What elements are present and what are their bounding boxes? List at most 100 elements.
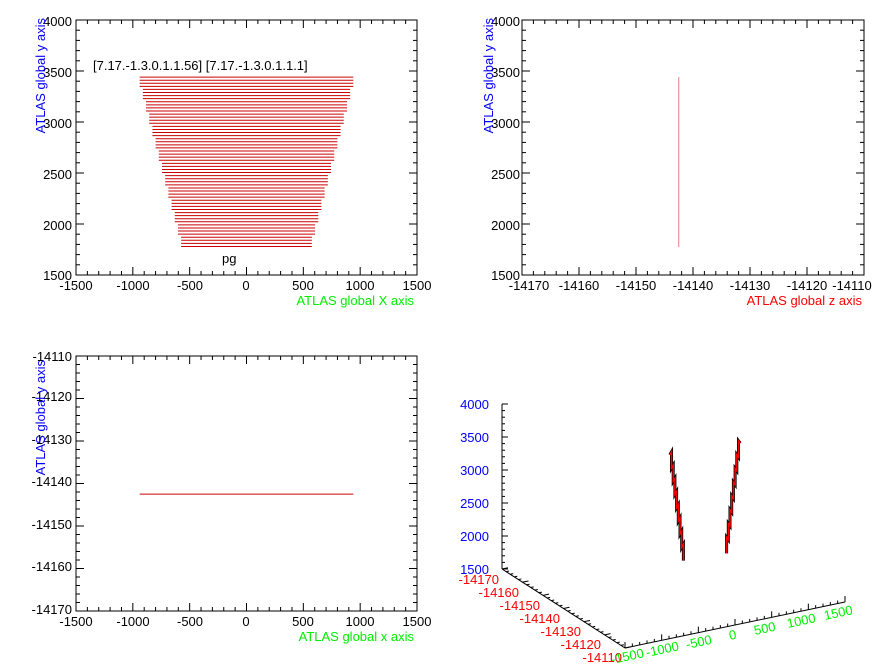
z-tick-label: -14140: [520, 611, 560, 626]
y-axis-title: ATLAS global y axis: [33, 360, 48, 476]
strip-group: [139, 76, 354, 247]
track-line: [725, 438, 741, 554]
y-tick-label: -14150: [32, 517, 72, 532]
z-tick: [555, 602, 559, 604]
x-tick-label: 500: [292, 614, 314, 629]
x-tick-label: -1500: [610, 645, 646, 667]
y-tick-label: 2500: [43, 167, 72, 182]
panel-xz: -14170 -14160 -14150 -14140 -14130 -1412…: [32, 349, 432, 644]
y-axis-title: ATLAS global y axis: [481, 18, 496, 134]
chamber-type-label: pg: [222, 251, 236, 266]
z-tick-label: -14160: [479, 585, 519, 600]
y-tick-label: 3000: [43, 116, 72, 131]
y-tick-label: -14120: [32, 389, 72, 404]
z-tick-label: -14110: [582, 650, 622, 665]
tick-group: [75, 19, 418, 276]
x-axis-title: ATLAS global X axis: [296, 293, 414, 308]
y-tick-label: -14170: [32, 602, 72, 617]
z-tick: [612, 639, 616, 641]
z-tick: [534, 588, 538, 591]
x-tick-label: 500: [292, 278, 314, 293]
y-tick-label: 2000: [43, 218, 72, 233]
z-tick-label: -14150: [500, 598, 540, 613]
y-tick-label: 3000: [460, 463, 489, 478]
x-tick-label: 1500: [403, 614, 432, 629]
x-tick-label: 0: [242, 614, 249, 629]
z-tick: [506, 570, 510, 573]
z-tick-label: -14120: [561, 637, 601, 652]
z-tick: [559, 604, 563, 607]
y-tick-label: 2500: [460, 496, 489, 511]
z-tick: [592, 625, 596, 628]
y-tick-label: -14140: [32, 474, 72, 489]
y-tick-label: 1500: [43, 268, 72, 283]
z-tick: [538, 591, 542, 594]
z-tick-label: -14130: [541, 624, 581, 639]
y-tick-label: 3000: [491, 116, 520, 131]
y-tick-label: 3500: [491, 65, 520, 80]
z-tick: [579, 617, 583, 620]
x-tick-label: 1500: [823, 602, 854, 623]
x-tick-label: -14110: [832, 278, 872, 293]
x-tick-label: -14130: [730, 278, 770, 293]
x-tick-label: -1500: [59, 278, 92, 293]
z-tick: [563, 606, 570, 609]
x-axis-title: ATLAS global z axis: [747, 293, 863, 308]
z-tick: [624, 646, 632, 649]
y-tick-label: -14160: [32, 559, 72, 574]
z-tick: [510, 573, 514, 575]
chamber-label: [7.17.-1.3.0.1.1.56] [7.17.-1.3.0.1.1.1]: [93, 58, 308, 73]
x-tick-label: -14160: [559, 278, 599, 293]
x-tick-label: -1000: [116, 278, 149, 293]
x-tick-label: 500: [753, 619, 777, 638]
x-tick-label: 0: [728, 627, 738, 643]
plot-frame: [75, 355, 418, 612]
x-tick-label: -500: [177, 614, 203, 629]
x-tick-label: 1000: [346, 614, 375, 629]
x-axis-title: ATLAS global x axis: [299, 629, 415, 644]
y-axis-title: ATLAS global y axis: [33, 18, 48, 134]
x-tick-label: 0: [242, 278, 249, 293]
x-tick-label: -1000: [645, 638, 681, 660]
x-tick-label: 1000: [346, 278, 375, 293]
z-tick: [616, 641, 620, 644]
z-tick: [547, 596, 551, 599]
y-tick-label: 2000: [491, 218, 520, 233]
panel-xy: 1500 2000 2500 3000 3500 4000 -1500 -100…: [33, 14, 431, 308]
y-tick-label: 4000: [460, 397, 489, 412]
z-tick: [522, 580, 529, 583]
tick-group: [75, 355, 418, 612]
z-tick: [567, 610, 571, 612]
z-tick-label: -14170: [459, 572, 499, 587]
x-tick-label: -14150: [616, 278, 656, 293]
z-tick: [571, 612, 575, 615]
y-tick-label: 2000: [460, 529, 489, 544]
z-tick: [575, 615, 579, 617]
track-line: [669, 449, 685, 561]
z-tick: [551, 599, 555, 602]
x-tick-label: -14170: [509, 278, 549, 293]
y-tick-label: 4000: [43, 14, 72, 29]
y-tick-label: -14110: [32, 349, 72, 364]
y-tick-label: 3500: [460, 430, 489, 445]
x-tick-label: -14120: [787, 278, 827, 293]
panel-zy: 1500 2000 2500 3000 3500 4000 -14170 -14…: [481, 14, 872, 308]
z-tick: [596, 628, 600, 631]
z-tick: [620, 644, 624, 646]
x-tick-label: -1000: [116, 614, 149, 629]
tick-group: [521, 19, 865, 276]
x-tick-label: -1500: [59, 614, 92, 629]
z-tick: [608, 636, 612, 638]
x-tick-label: -14140: [673, 278, 713, 293]
track-group: [668, 436, 742, 561]
z-tick: [501, 567, 509, 570]
y-tick-label: -14130: [32, 432, 72, 447]
z-tick: [588, 623, 592, 625]
x-tick-label: -500: [685, 632, 714, 652]
y-tick-label: 1500: [460, 562, 489, 577]
z-tick: [604, 633, 611, 636]
x-tick-label: -500: [177, 278, 203, 293]
plot-frame: [521, 19, 865, 276]
z-tick: [514, 575, 518, 578]
z-tick: [542, 593, 550, 596]
